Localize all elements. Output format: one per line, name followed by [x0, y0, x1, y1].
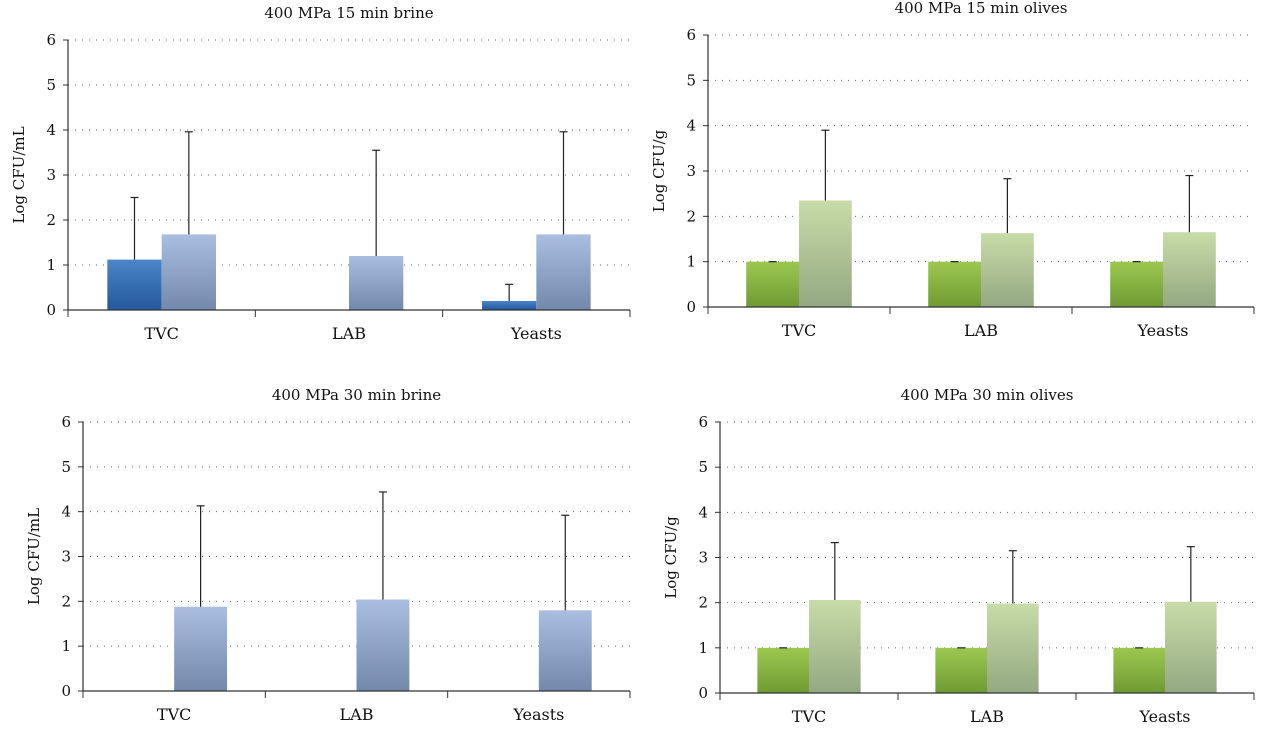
y-tick-label: 0: [686, 298, 696, 316]
bar-tvc-series-1: [757, 647, 809, 693]
y-tick-label: 5: [61, 458, 71, 476]
bar-tvc-series-2: [799, 200, 852, 307]
chart-panel-brine-30min: 400 MPa 30 min brine Log CFU/mL 0 1 2 3 4 5 6 T…: [25, 386, 631, 724]
y-tick-label: 0: [61, 682, 71, 700]
bar-lab-series-2: [349, 256, 404, 310]
chart-panel-olives-30min: 400 MPa 30 min olives Log CFU/g 0 1 2 3 4 5 6 T…: [662, 386, 1255, 726]
x-category-label: TVC: [144, 324, 178, 343]
bar-tvc-series-2: [161, 234, 216, 310]
bar-lab-series-1: [928, 261, 981, 307]
y-tick-label: 3: [698, 549, 708, 567]
y-tick-label: 3: [46, 166, 56, 184]
y-tick-label: 1: [46, 256, 56, 274]
y-axis-label: Log CFU/g: [650, 129, 668, 212]
bar-tvc-series-2: [174, 606, 228, 691]
y-tick-label: 5: [46, 76, 56, 94]
y-tick-label: 2: [686, 207, 696, 225]
chart-panel-brine-15min: 400 MPa 15 min brine Log CFU/mL 0 1 2 3 4 5 6 T…: [10, 4, 631, 343]
chart-title: 400 MPa 15 min olives: [895, 0, 1068, 17]
x-category-label: TVC: [792, 707, 826, 726]
bar-lab-series-2: [981, 233, 1034, 307]
x-category-label: LAB: [340, 705, 374, 724]
y-tick-label: 0: [46, 301, 56, 319]
y-axis-label: Log CFU/g: [662, 516, 680, 599]
y-tick-label: 2: [61, 592, 71, 610]
bar-yeasts-series-2: [1163, 232, 1216, 307]
bar-yeasts-series-1: [482, 301, 537, 310]
y-tick-label: 4: [61, 503, 71, 521]
y-tick-label: 2: [46, 211, 56, 229]
x-category-label: LAB: [332, 324, 366, 343]
x-category-label: TVC: [782, 321, 816, 340]
bar-yeasts-series-2: [538, 610, 592, 691]
y-tick-label: 2: [698, 594, 708, 612]
bar-lab-series-2: [987, 603, 1039, 693]
y-tick-label: 5: [698, 458, 708, 476]
y-tick-label: 1: [698, 639, 708, 657]
y-tick-label: 3: [61, 548, 71, 566]
y-tick-label: 5: [686, 71, 696, 89]
y-tick-label: 4: [698, 503, 708, 521]
chart-title: 400 MPa 15 min brine: [264, 4, 433, 22]
y-tick-label: 0: [698, 684, 708, 702]
bar-tvc-series-2: [809, 599, 861, 693]
y-tick-label: 4: [686, 117, 696, 135]
y-axis-label: Log CFU/mL: [10, 126, 28, 223]
x-category-label: Yeasts: [512, 705, 564, 724]
bar-yeasts-series-1: [1113, 647, 1165, 693]
chart-title: 400 MPa 30 min olives: [901, 386, 1074, 404]
y-tick-label: 6: [686, 26, 696, 44]
y-tick-label: 6: [61, 413, 71, 431]
bar-yeasts-series-2: [536, 234, 591, 310]
y-tick-label: 4: [46, 121, 56, 139]
chart-panel-olives-15min: 400 MPa 15 min olives Log CFU/g 0 1 2 3 4 5 6 T…: [650, 0, 1255, 340]
x-category-label: Yeasts: [1136, 321, 1188, 340]
y-axis-label: Log CFU/mL: [25, 508, 43, 605]
x-category-label: LAB: [964, 321, 998, 340]
y-tick-label: 1: [61, 637, 71, 655]
y-tick-label: 6: [698, 413, 708, 431]
bar-lab-series-2: [356, 599, 410, 691]
bar-tvc-series-1: [746, 261, 799, 307]
x-category-label: Yeasts: [510, 324, 562, 343]
x-category-label: LAB: [970, 707, 1004, 726]
bar-tvc-series-1: [107, 259, 162, 310]
bar-yeasts-series-2: [1165, 601, 1217, 693]
x-category-label: Yeasts: [1138, 707, 1190, 726]
y-tick-label: 6: [46, 31, 56, 49]
bar-yeasts-series-1: [1110, 261, 1163, 307]
bar-lab-series-1: [935, 647, 987, 693]
x-category-label: TVC: [157, 705, 191, 724]
y-tick-label: 3: [686, 162, 696, 180]
y-tick-label: 1: [686, 253, 696, 271]
chart-title: 400 MPa 30 min brine: [272, 386, 441, 404]
